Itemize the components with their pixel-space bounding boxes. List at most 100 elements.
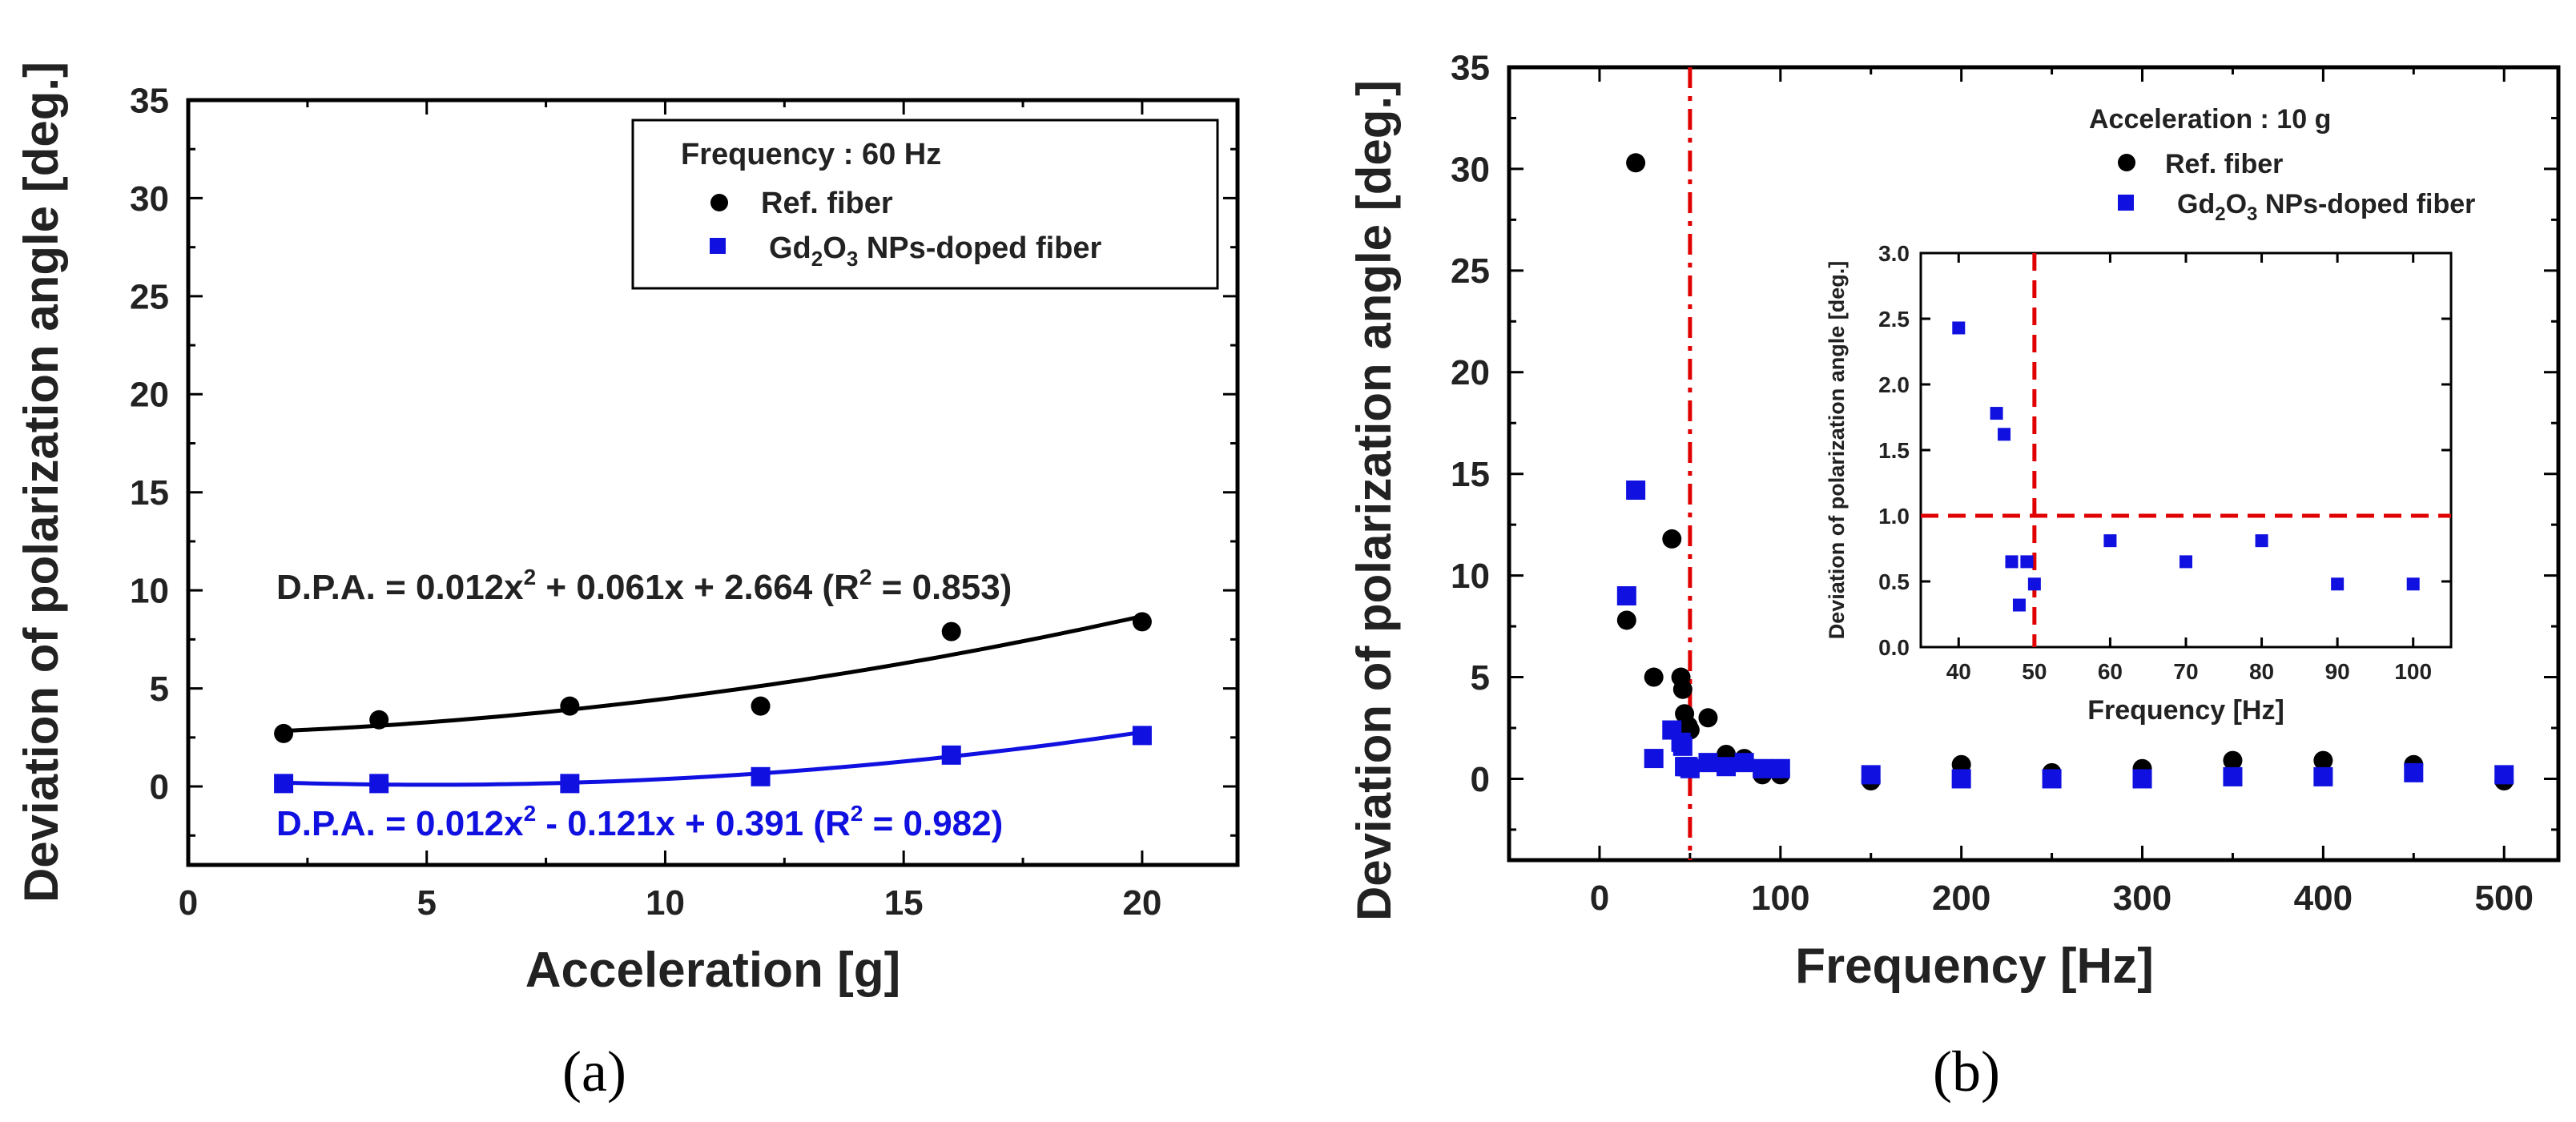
inset-xtick-label: 60 (2098, 659, 2123, 684)
panel-a-point-ref (560, 696, 580, 716)
panel-a-ytick-label: 15 (130, 473, 169, 513)
inset-point-gd (2020, 555, 2034, 569)
inset-xtick-label: 40 (1946, 659, 1971, 684)
panel-b-point-gd (1680, 758, 1700, 778)
panel-a-fit-curves (283, 613, 1143, 787)
panel-b-ytick-label: 15 (1451, 455, 1490, 494)
panel-b-legend-title: Acceleration : 10 g (2089, 104, 2331, 135)
inset-xlabel: Frequency [Hz] (2087, 695, 2284, 726)
panel-a-point-gd (751, 766, 771, 786)
panel-a-fit-equation-gd: D.P.A. = 0.012x2 - 0.121x + 0.391 (R2 = … (276, 801, 1003, 843)
panel-a-point-gd (560, 774, 580, 794)
inset-point-gd (1952, 321, 1966, 335)
panel-b-xtick-label: 300 (2113, 879, 2171, 918)
panel-a-ticks: 0 5 10 15 20 0 5 10 15 20 25 30 35 (130, 81, 1238, 923)
panel-a-ytick-label: 0 (150, 767, 169, 806)
panel-b-xtick-label: 500 (2475, 879, 2534, 918)
inset-ytick-label: 3.0 (1878, 241, 1910, 266)
panel-a-caption: (a) (562, 1040, 626, 1104)
panel-a-legend-box (631, 119, 1219, 290)
panel-b-point-gd (1626, 481, 1646, 500)
panel-a-point-gd (369, 774, 389, 794)
panel-b-point-gd (2313, 766, 2333, 786)
inset-point-gd (2255, 534, 2268, 548)
inset-xtick-label: 80 (2249, 659, 2274, 684)
inset-xtick-label: 100 (2394, 659, 2432, 684)
panel-b-legend-marker-gd (2118, 195, 2134, 211)
panel-b-point-gd (1770, 758, 1790, 778)
inset-ticks: 40 50 60 70 80 90 100 0.0 0.5 1.0 1.5 2.0 2.5 3.0 (1878, 241, 2451, 684)
inset-ytick-label: 2.5 (1878, 307, 1910, 332)
panel-a-point-gd (1132, 726, 1152, 746)
panel-b-point-ref (1616, 610, 1636, 630)
inset-point-gd (2406, 577, 2420, 591)
inset-point-gd (2027, 577, 2041, 591)
panel-b-ytick-label: 10 (1451, 557, 1490, 596)
panel-a-xtick-label: 10 (646, 883, 685, 923)
panel-b-point-ref (1662, 529, 1682, 549)
panel-b-xtick-label: 0 (1590, 879, 1609, 918)
inset-point-gd (2331, 577, 2345, 591)
panel-a-legend-title: Frequency : 60 Hz (681, 138, 941, 171)
panel-b-ticks: 0 100 200 300 400 500 0 5 10 15 20 25 30 35 (1451, 48, 2558, 918)
panel-b-ytick-label: 25 (1451, 251, 1490, 291)
panel-b-point-gd (2223, 766, 2243, 786)
panel-b-point-gd (1616, 586, 1636, 605)
panel-b-ytick-label: 5 (1471, 658, 1490, 698)
inset-ytick-label: 1.0 (1878, 504, 1910, 529)
panel-b-point-gd (1717, 757, 1737, 777)
inset-point-gd (2012, 598, 2026, 612)
panel-b-point-ref (1698, 708, 1718, 728)
inset-point-gd (2103, 534, 2117, 548)
inset-ylabel: Deviation of polarization angle [deg.] (1825, 261, 1849, 640)
panel-b-markers (1616, 153, 2514, 790)
panel-b-legend: Acceleration : 10 g Ref. fiber Gd2O3 NPs… (2089, 104, 2475, 225)
panel-b-xtick-label: 100 (1751, 879, 1809, 918)
panel-b-point-gd (2404, 762, 2424, 782)
panel-a-fit-curve-ref (283, 613, 1143, 734)
panel-b-point-gd (1644, 749, 1664, 769)
panel-b-plot-frame (1507, 65, 2561, 863)
inset-point-gd (2180, 555, 2192, 569)
panel-a-fit-curve-gd (284, 730, 1143, 787)
panel-a-ytick-label: 5 (150, 670, 169, 709)
inset-markers (1952, 321, 2420, 612)
panel-a-xtick-label: 0 (179, 883, 198, 923)
panel-b-ytick-label: 20 (1451, 353, 1490, 392)
inset-ytick-label: 2.0 (1878, 372, 1910, 397)
panel-b-caption: (b) (1933, 1040, 2000, 1104)
panel-a-point-ref (1132, 612, 1152, 632)
panel-b-ytick-label: 0 (1471, 760, 1490, 799)
panel-b-point-ref (2313, 750, 2333, 770)
panel-a-legend: Frequency : 60 Hz Ref. fiber Gd2O3 NPs-d… (631, 119, 1219, 290)
panel-a-plot-frame (186, 98, 1240, 867)
panel-a-xtick-label: 5 (417, 883, 436, 923)
panel-a-ytick-label: 35 (130, 81, 169, 120)
inset-ytick-label: 0.5 (1878, 569, 1910, 594)
panel-a-legend-marker-ref (710, 194, 728, 211)
panel-a-point-gd (274, 774, 294, 794)
panel-b-point-gd (2132, 769, 2152, 789)
panel-b: 0 100 200 300 400 500 0 5 10 15 20 25 30 35 Frequency… (1347, 48, 2561, 1104)
panel-a-ylabel: Deviation of polarization angle [deg.] (14, 62, 68, 903)
inset-xtick-label: 70 (2173, 659, 2198, 684)
panel-a-ytick-label: 30 (130, 179, 169, 219)
panel-b-point-ref (1626, 153, 1646, 173)
panel-a-point-ref (751, 696, 771, 716)
panel-b-xtick-label: 200 (1932, 879, 1990, 918)
panel-a-markers (274, 612, 1152, 794)
panel-b-ytick-label: 30 (1451, 150, 1490, 189)
panel-a-point-ref (369, 710, 389, 730)
panel-a-fit-equation-ref: D.P.A. = 0.012x2 + 0.061x + 2.664 (R2 = … (276, 565, 1012, 607)
panel-b-point-gd (1951, 769, 1971, 789)
panel-b-point-gd (2042, 769, 2062, 789)
panel-a-point-ref (274, 723, 294, 743)
panel-b-legend-label-ref: Ref. fiber (2165, 149, 2283, 179)
panel-a-xlabel: Acceleration [g] (525, 943, 901, 998)
inset-ytick-label: 0.0 (1878, 635, 1910, 660)
inset-point-gd (1990, 407, 2003, 420)
panel-b-point-gd (1861, 765, 1881, 785)
panel-b-point-ref (1672, 679, 1693, 699)
